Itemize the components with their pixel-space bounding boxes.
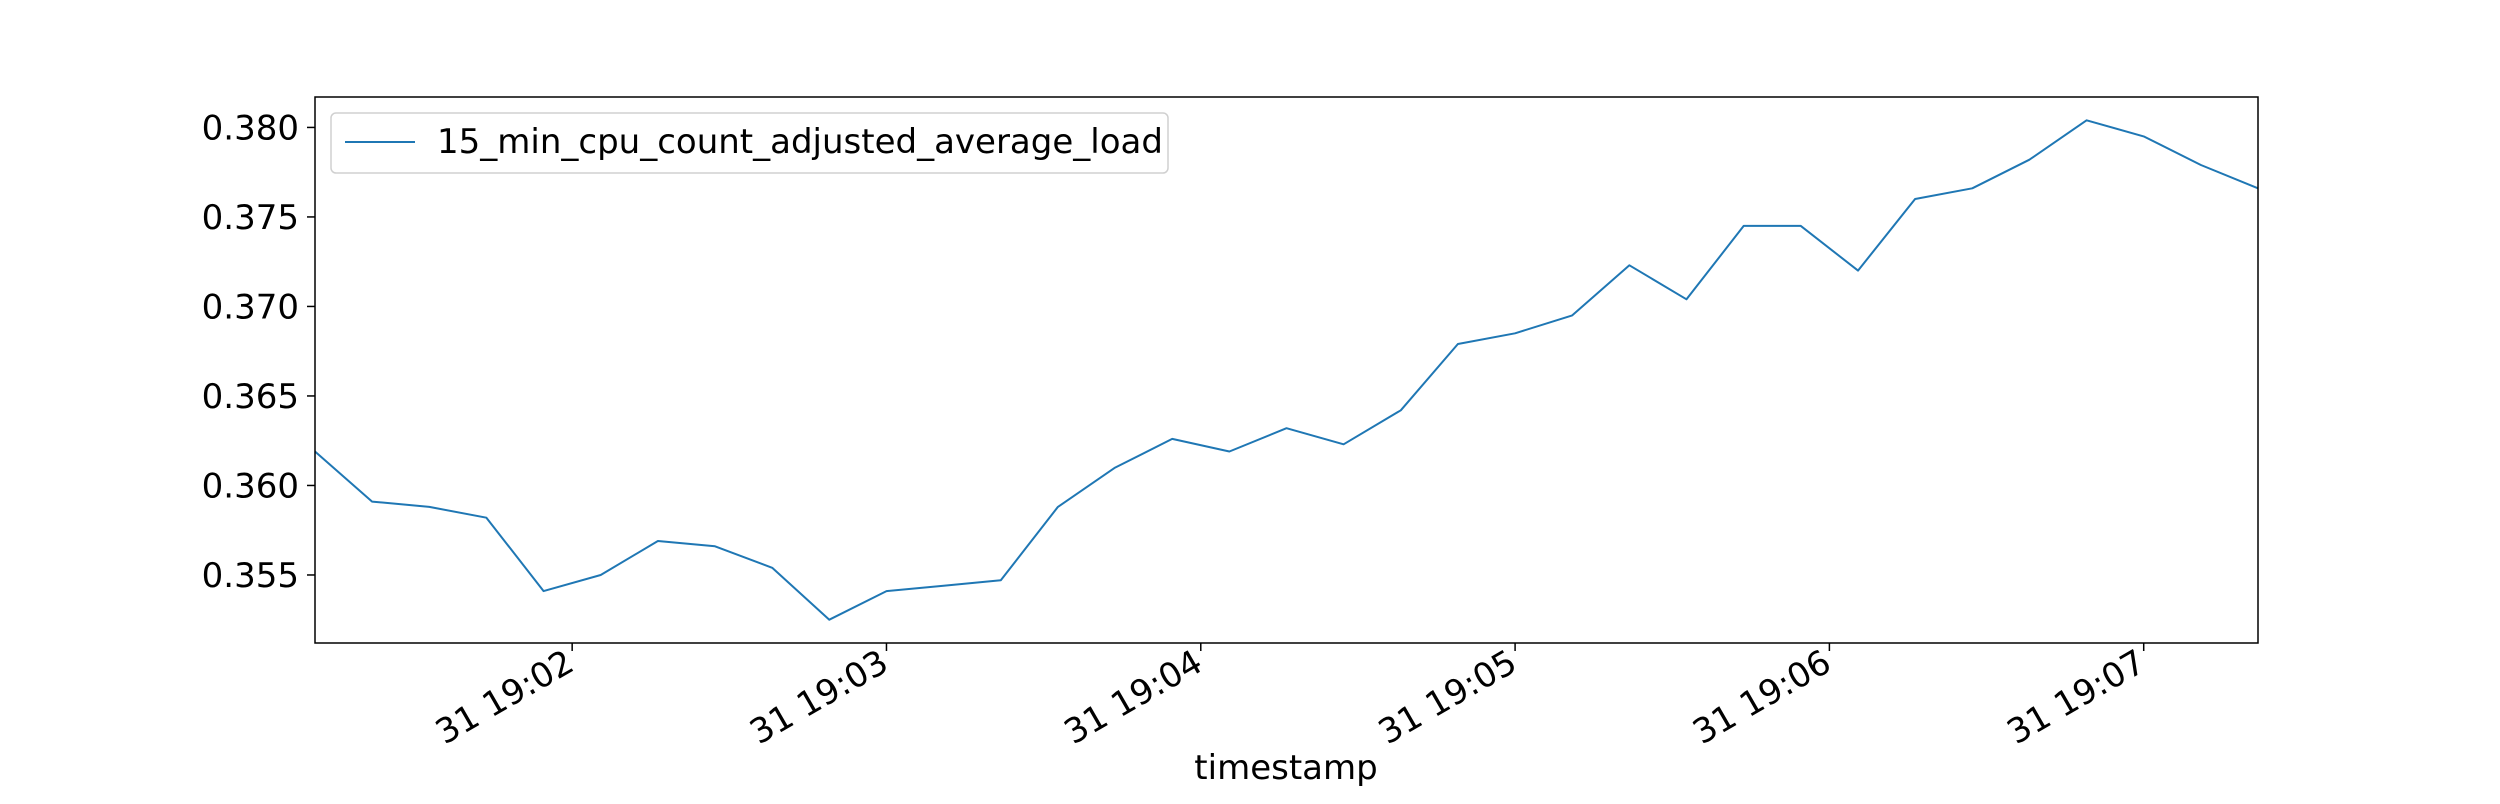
data-point [1686,298,1688,300]
data-point [2086,119,2088,121]
x-tick-label: 31 19:05 [1372,642,1524,753]
y-tick-label: 0.380 [202,108,299,148]
y-tick-label: 0.365 [202,377,299,417]
plot-area [314,119,2259,621]
data-point [1286,427,1288,429]
data-point [943,585,945,587]
data-point [371,501,373,503]
legend-label: 15_min_cpu_count_adjusted_average_load [437,122,1163,162]
data-point [1628,264,1630,266]
data-point [1171,438,1173,440]
x-tick-label: 31 19:02 [429,642,581,753]
data-point [1571,314,1573,316]
data-point [1914,198,1916,200]
x-axis: 31 19:02 31 19:03 31 19:04 31 19:05 31 19:06… [429,642,2152,753]
y-tick-label: 0.360 [202,466,299,506]
series-line [314,119,2259,621]
x-tick-label: 31 19:03 [743,642,895,753]
data-point [1743,225,1745,227]
x-tick-label: 31 19:06 [1686,642,1838,753]
data-point [2143,135,2145,137]
plot-frame [314,96,2259,644]
legend-box [330,112,1169,174]
data-point [1057,506,1059,508]
data-point [1857,270,1859,272]
data-point [657,540,659,542]
data-point [771,567,773,569]
data-point [1228,451,1230,453]
data-point [828,619,830,621]
data-point [714,545,716,547]
data-point [1514,332,1516,334]
data-point [1457,343,1459,345]
data-point [1343,443,1345,445]
data-point [1000,579,1002,581]
legend: 15_min_cpu_count_adjusted_average_load [330,112,1169,174]
x-tick-label: 31 19:07 [2001,642,2153,753]
data-point [600,574,602,576]
y-tick-label: 0.375 [202,198,299,238]
data-point [1800,225,1802,227]
x-tick-label: 31 19:04 [1058,642,1210,753]
y-axis: 0.355 0.360 0.365 0.370 0.375 0.380 [202,108,315,596]
y-tick-label: 0.355 [202,556,299,596]
data-point [428,506,430,508]
y-tick-label: 0.370 [202,287,299,327]
data-point [2200,164,2202,166]
data-point [886,590,888,592]
data-point [1971,187,1973,189]
x-axis-label: timestamp [1194,748,1377,788]
data-point [485,517,487,519]
data-point [1114,467,1116,469]
data-point [1400,409,1402,411]
data-point [2028,159,2030,161]
data-point [543,590,545,592]
